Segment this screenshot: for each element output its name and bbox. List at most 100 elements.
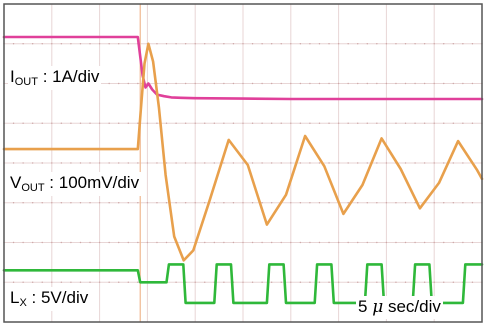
grid-minor-dot: [299, 241, 302, 244]
grid-minor-dot: [127, 122, 129, 124]
grid-minor-dot: [108, 122, 110, 124]
grid-minor-dot: [70, 281, 72, 283]
grid-minor-dot: [108, 241, 110, 244]
grid-minor-dot: [118, 82, 120, 85]
grid-minor-dot: [146, 202, 149, 204]
grid-minor-dot: [127, 162, 129, 164]
grid-minor-dot: [156, 202, 158, 204]
grid-minor-dot: [223, 43, 225, 45]
grid-minor-dot: [108, 202, 110, 204]
grid-minor-dot: [12, 281, 15, 283]
grid-minor-dot: [309, 281, 311, 283]
grid-minor-dot: [395, 82, 397, 85]
grid-minor-dot: [261, 162, 263, 164]
iout-label-scale: : 1A/div: [37, 67, 100, 86]
grid-minor-dot: [127, 43, 129, 45]
grid-minor-dot: [165, 202, 168, 204]
grid-minor-dot: [443, 162, 445, 164]
grid-minor-dot: [261, 202, 263, 204]
grid-minor-dot: [280, 122, 282, 124]
grid-minor-dot: [433, 281, 435, 283]
grid-minor-dot: [213, 241, 216, 244]
grid-minor-dot: [280, 281, 282, 283]
grid-minor-dot: [137, 82, 139, 85]
grid-minor-dot: [357, 281, 359, 283]
grid-minor-dot: [98, 241, 101, 244]
grid-minor-dot: [51, 202, 53, 204]
grid-minor-dot: [452, 162, 455, 164]
grid-minor-dot: [270, 82, 273, 85]
grid-minor-dot: [60, 43, 63, 45]
grid-minor-dot: [299, 82, 302, 85]
grid-minor-dot: [156, 162, 158, 164]
grid-minor-dot: [462, 162, 464, 164]
grid-minor-dot: [433, 202, 435, 204]
grid-minor-dot: [309, 241, 311, 244]
grid-minor-dot: [347, 241, 349, 244]
grid-minor-dot: [366, 82, 368, 85]
vout-label-scale: : 100mV/div: [44, 173, 140, 192]
grid-minor-dot: [232, 82, 235, 85]
lx-label-sub: X: [19, 297, 27, 309]
grid-minor-dot: [12, 43, 15, 45]
grid-minor-dot: [165, 122, 168, 124]
grid-minor-dot: [204, 122, 206, 124]
grid-minor-dot: [376, 122, 378, 124]
grid-minor-dot: [443, 202, 445, 204]
grid-minor-dot: [280, 241, 282, 244]
grid-minor-dot: [452, 82, 455, 85]
grid-minor-dot: [385, 241, 388, 244]
grid-minor-dot: [452, 202, 455, 204]
grid-minor-dot: [290, 122, 292, 124]
grid-minor-dot: [242, 162, 244, 164]
grid-minor-dot: [194, 162, 196, 164]
grid-minor-dot: [175, 281, 177, 283]
grid-minor-dot: [22, 241, 24, 244]
iout-scale-label: IOUT : 1A/div: [8, 66, 102, 90]
grid-minor-dot: [41, 43, 43, 45]
grid-minor-dot: [60, 241, 63, 244]
grid-minor-dot: [156, 122, 158, 124]
grid-minor-dot: [184, 162, 187, 164]
grid-minor-dot: [309, 82, 311, 85]
grid-minor-dot: [309, 202, 311, 204]
grid-minor-dot: [261, 241, 263, 244]
grid-minor-dot: [79, 281, 82, 283]
grid-minor-dot: [184, 82, 187, 85]
grid-minor-dot: [251, 281, 254, 283]
grid-minor-dot: [12, 241, 15, 244]
grid-minor-dot: [328, 122, 330, 124]
grid-minor-dot: [118, 202, 120, 204]
grid-minor-dot: [404, 82, 407, 85]
grid-minor-dot: [443, 281, 445, 283]
grid-minor-dot: [328, 82, 330, 85]
grid-minor-dot: [175, 82, 177, 85]
grid-minor-dot: [423, 43, 426, 45]
grid-minor-dot: [433, 43, 435, 45]
grid-minor-dot: [385, 162, 388, 164]
grid-minor-dot: [118, 241, 120, 244]
grid-minor-dot: [299, 43, 302, 45]
grid-minor-dot: [146, 162, 149, 164]
grid-minor-dot: [223, 281, 225, 283]
grid-minor-dot: [347, 202, 349, 204]
grid-minor-dot: [127, 281, 129, 283]
timebase-unit: sec/div: [383, 297, 441, 316]
vout-label-main: V: [10, 173, 22, 192]
vout-label-sub: OUT: [21, 182, 45, 194]
grid-minor-dot: [146, 122, 149, 124]
grid-minor-dot: [318, 202, 321, 204]
grid-minor-dot: [280, 43, 282, 45]
grid-minor-dot: [261, 281, 263, 283]
grid-minor-dot: [404, 43, 407, 45]
timebase-mu: μ: [372, 297, 384, 317]
grid-minor-dot: [443, 241, 445, 244]
grid-minor-dot: [137, 202, 139, 204]
grid-minor-dot: [41, 281, 43, 283]
grid-minor-dot: [318, 82, 321, 85]
grid-minor-dot: [366, 122, 368, 124]
grid-minor-dot: [318, 162, 321, 164]
iout-trace: [2, 35, 484, 101]
lx-label-main: L: [10, 288, 20, 307]
